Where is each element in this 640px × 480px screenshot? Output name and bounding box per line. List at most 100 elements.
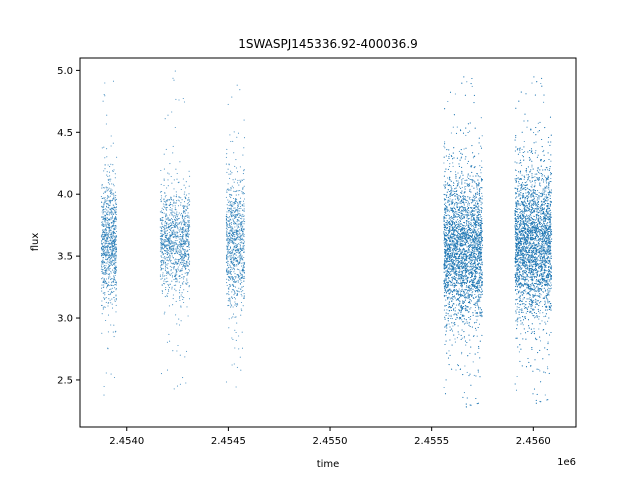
- data-point: [105, 229, 107, 231]
- data-point: [461, 351, 463, 353]
- data-point: [105, 252, 107, 254]
- data-point: [110, 252, 112, 254]
- data-point: [241, 216, 243, 218]
- data-point: [179, 270, 181, 272]
- data-point: [113, 185, 115, 187]
- data-point: [106, 262, 108, 264]
- data-point: [170, 262, 172, 264]
- data-point: [187, 282, 189, 284]
- data-point: [187, 254, 190, 256]
- data-point: [174, 226, 176, 228]
- data-point: [479, 169, 482, 171]
- data-point: [178, 217, 180, 219]
- data-point: [179, 240, 181, 243]
- data-point: [165, 263, 167, 265]
- data-point: [104, 280, 106, 283]
- data-point: [176, 172, 178, 175]
- data-point: [454, 93, 456, 95]
- data-point: [228, 242, 231, 244]
- data-point: [103, 306, 105, 308]
- data-point: [164, 236, 167, 238]
- data-point: [187, 262, 189, 264]
- data-point: [184, 224, 186, 226]
- data-point: [114, 279, 116, 281]
- data-point: [235, 208, 238, 211]
- data-point: [227, 241, 229, 243]
- data-point: [109, 269, 111, 271]
- data-point: [174, 126, 176, 129]
- data-point: [180, 320, 182, 322]
- data-point: [161, 246, 164, 248]
- data-point: [234, 239, 236, 241]
- data-point: [111, 241, 114, 243]
- data-point: [230, 173, 232, 175]
- data-point: [187, 290, 189, 293]
- data-point: [106, 241, 108, 243]
- data-point: [109, 264, 111, 267]
- data-point: [105, 283, 107, 285]
- data-point: [173, 266, 175, 268]
- data-point: [234, 329, 236, 331]
- data-point: [104, 240, 106, 243]
- data-point: [233, 279, 235, 281]
- data-point: [172, 241, 174, 243]
- data-point: [171, 249, 173, 251]
- data-point: [177, 224, 179, 226]
- data-point: [177, 205, 180, 207]
- data-point: [230, 140, 232, 143]
- data-point: [109, 255, 111, 257]
- data-point: [169, 340, 171, 342]
- data-point: [456, 233, 458, 236]
- data-point: [229, 270, 231, 272]
- data-point: [186, 225, 188, 227]
- data-point: [236, 259, 238, 261]
- data-point: [183, 289, 185, 291]
- data-point: [112, 254, 115, 256]
- data-point: [180, 306, 182, 308]
- data-point: [173, 263, 175, 265]
- data-point: [161, 191, 163, 193]
- data-point: [227, 248, 229, 251]
- data-point: [235, 242, 237, 245]
- data-point: [171, 242, 173, 244]
- data-point: [243, 234, 245, 236]
- data-point: [104, 157, 106, 159]
- data-point: [113, 230, 115, 232]
- data-point: [165, 272, 168, 274]
- data-point: [166, 233, 169, 235]
- data-point: [179, 249, 181, 251]
- data-point: [180, 221, 182, 223]
- data-point: [170, 234, 172, 237]
- data-point: [468, 255, 470, 257]
- data-point: [234, 304, 236, 306]
- data-point: [227, 227, 229, 229]
- data-point: [165, 194, 167, 197]
- data-point: [228, 244, 230, 246]
- data-point: [181, 217, 184, 219]
- data-point: [111, 222, 113, 224]
- data-point: [109, 219, 111, 221]
- data-point: [110, 191, 112, 193]
- data-point: [236, 182, 239, 184]
- data-point: [160, 200, 162, 202]
- data-point: [102, 228, 104, 231]
- data-point: [184, 230, 186, 233]
- data-point: [115, 237, 117, 239]
- data-point: [165, 213, 167, 215]
- data-point: [175, 284, 177, 286]
- data-point: [108, 281, 110, 283]
- data-point: [107, 226, 109, 228]
- data-point: [102, 281, 104, 283]
- data-point: [160, 260, 162, 262]
- data-point: [114, 244, 116, 246]
- data-point: [101, 184, 103, 186]
- data-point: [160, 244, 162, 247]
- data-point: [174, 217, 177, 219]
- data-point: [175, 233, 177, 235]
- data-point: [230, 170, 232, 172]
- data-point: [235, 194, 237, 196]
- data-point: [165, 274, 167, 277]
- data-point: [476, 335, 478, 337]
- data-point: [230, 215, 232, 217]
